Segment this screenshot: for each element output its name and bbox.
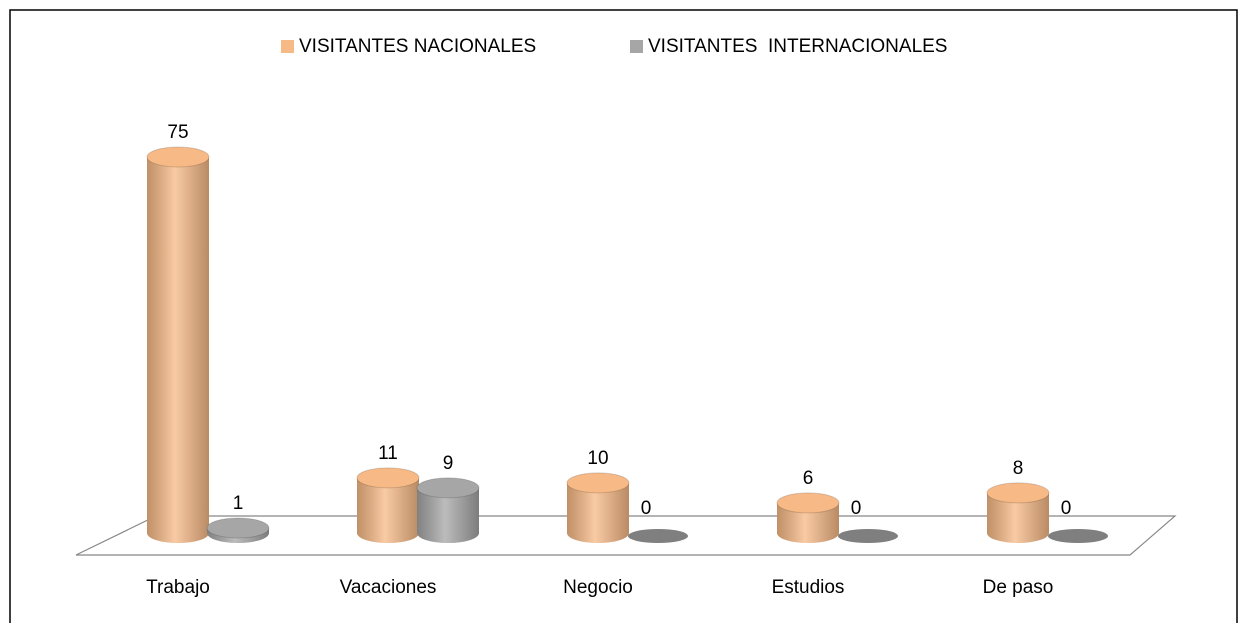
cylinder-shade (147, 157, 209, 543)
cylinder-shade (777, 502, 839, 543)
cylinder-top (416, 477, 480, 499)
cylinder-shade (567, 482, 629, 543)
value-label: 10 (587, 448, 608, 469)
value-label: 1 (233, 493, 244, 514)
cylinder-shade (357, 477, 419, 543)
cylinder-flat (1048, 529, 1108, 543)
cylinder-shade (417, 487, 479, 543)
x-tick-label: Negocio (563, 577, 633, 598)
value-label: 8 (1013, 458, 1024, 479)
legend-swatch (281, 40, 294, 53)
cylinder-top (146, 146, 210, 168)
x-tick-label: Estudios (772, 577, 845, 598)
legend-swatch (630, 40, 643, 53)
cylinder-top (206, 517, 270, 539)
x-tick-label: Vacaciones (340, 577, 437, 598)
cylinder-flat (838, 529, 898, 543)
value-label: 6 (803, 468, 814, 489)
value-label: 11 (378, 443, 398, 464)
x-tick-label: Trabajo (146, 577, 210, 598)
value-label: 0 (1061, 498, 1072, 519)
cylinder-shade (987, 492, 1049, 543)
value-label: 75 (167, 122, 188, 143)
value-label: 0 (851, 498, 862, 519)
cylinder-top (776, 492, 840, 514)
x-tick-label: De paso (983, 577, 1054, 598)
cylinder-top (356, 467, 420, 489)
cylinder-top (566, 472, 630, 494)
cylinder-top (986, 482, 1050, 504)
legend-label: VISITANTES NACIONALES (299, 36, 536, 57)
value-label: 0 (641, 498, 652, 519)
cylinder-flat (628, 529, 688, 543)
legend-label: VISITANTES INTERNACIONALES (648, 36, 947, 57)
value-label: 9 (443, 453, 454, 474)
